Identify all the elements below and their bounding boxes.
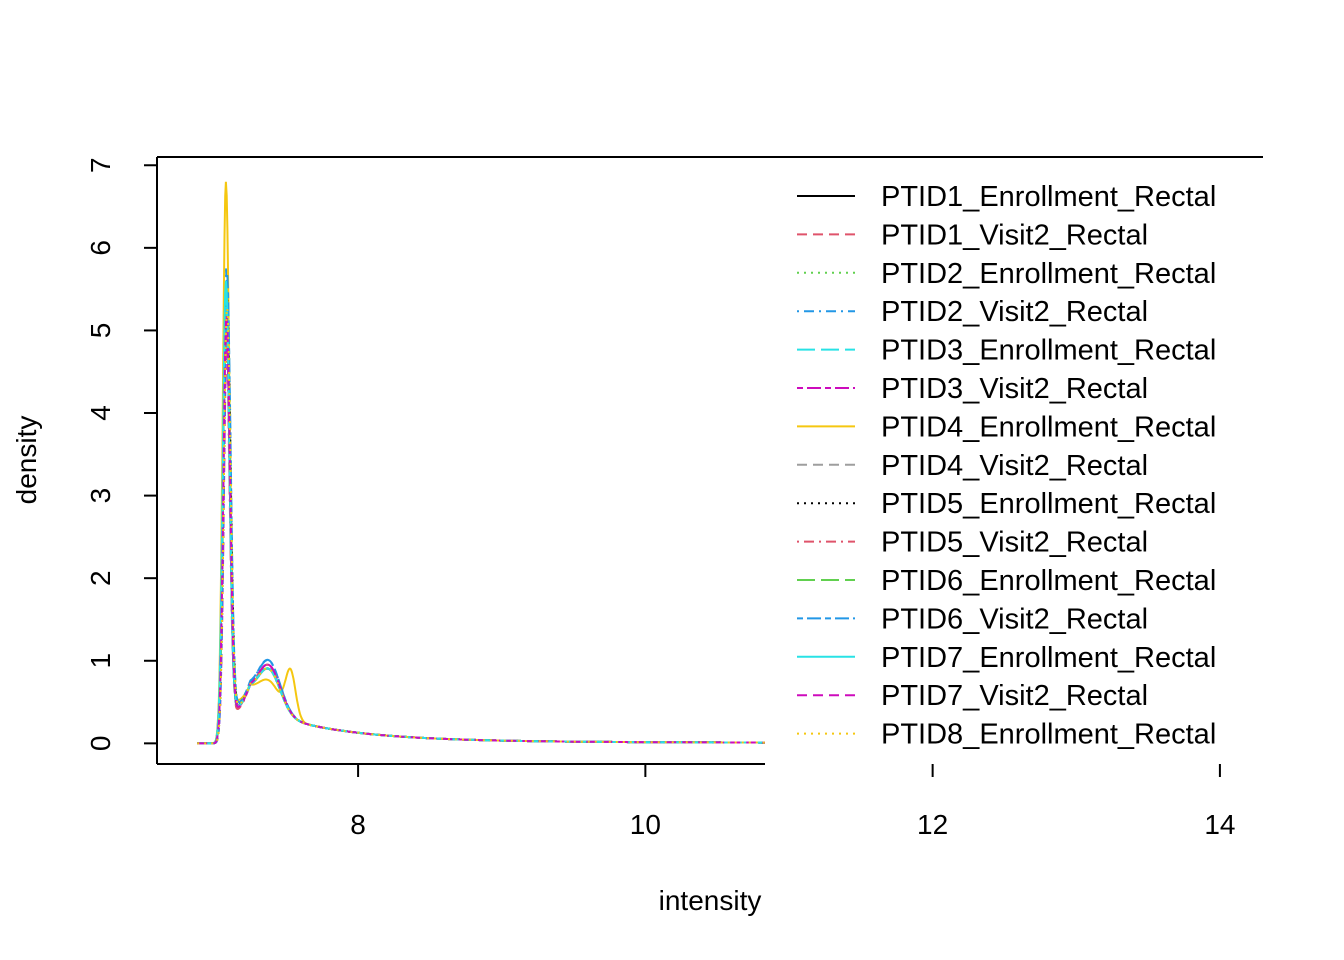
x-axis-label: intensity	[659, 885, 762, 916]
y-tick-label: 6	[85, 240, 116, 256]
legend-label: PTID6_Enrollment_Rectal	[881, 565, 1216, 597]
x-tick-label: 8	[350, 809, 366, 840]
series-line	[197, 268, 765, 745]
y-tick-label: 3	[85, 488, 116, 504]
y-tick-label: 4	[85, 405, 116, 421]
x-tick-label: 12	[917, 809, 948, 840]
legend-label: PTID5_Enrollment_Rectal	[881, 488, 1216, 520]
legend-label: PTID5_Visit2_Rectal	[881, 527, 1148, 559]
legend-label: PTID3_Visit2_Rectal	[881, 373, 1148, 405]
y-tick-label: 2	[85, 570, 116, 586]
legend-label: PTID4_Enrollment_Rectal	[881, 411, 1216, 443]
legend-label: PTID1_Enrollment_Rectal	[881, 181, 1216, 213]
legend-box	[765, 157, 1265, 764]
x-tick-label: 14	[1204, 809, 1235, 840]
series-line	[197, 274, 765, 745]
legend-label: PTID1_Visit2_Rectal	[881, 219, 1148, 251]
y-tick-label: 1	[85, 653, 116, 669]
legend-label: PTID4_Visit2_Rectal	[881, 450, 1148, 482]
y-tick-label: 7	[85, 157, 116, 173]
legend-label: PTID2_Enrollment_Rectal	[881, 258, 1216, 290]
x-tick-label: 10	[630, 809, 661, 840]
series-line	[197, 314, 765, 745]
y-axis-label: density	[11, 416, 42, 505]
legend-label: PTID3_Enrollment_Rectal	[881, 335, 1216, 367]
legend-label: PTID7_Enrollment_Rectal	[881, 642, 1216, 674]
legend-label: PTID6_Visit2_Rectal	[881, 603, 1148, 635]
series-lines	[197, 181, 765, 745]
series-line	[197, 283, 765, 745]
series-line	[197, 181, 765, 745]
legend-label: PTID2_Visit2_Rectal	[881, 296, 1148, 328]
legend: PTID1_Enrollment_Rectal PTID1_Visit2_Rect…	[765, 157, 1265, 764]
legend-label: PTID7_Visit2_Rectal	[881, 680, 1148, 712]
y-tick-label: 5	[85, 323, 116, 339]
legend-label: PTID8_Enrollment_Rectal	[881, 719, 1216, 751]
series-line	[197, 280, 765, 745]
y-tick-label: 0	[85, 736, 116, 752]
